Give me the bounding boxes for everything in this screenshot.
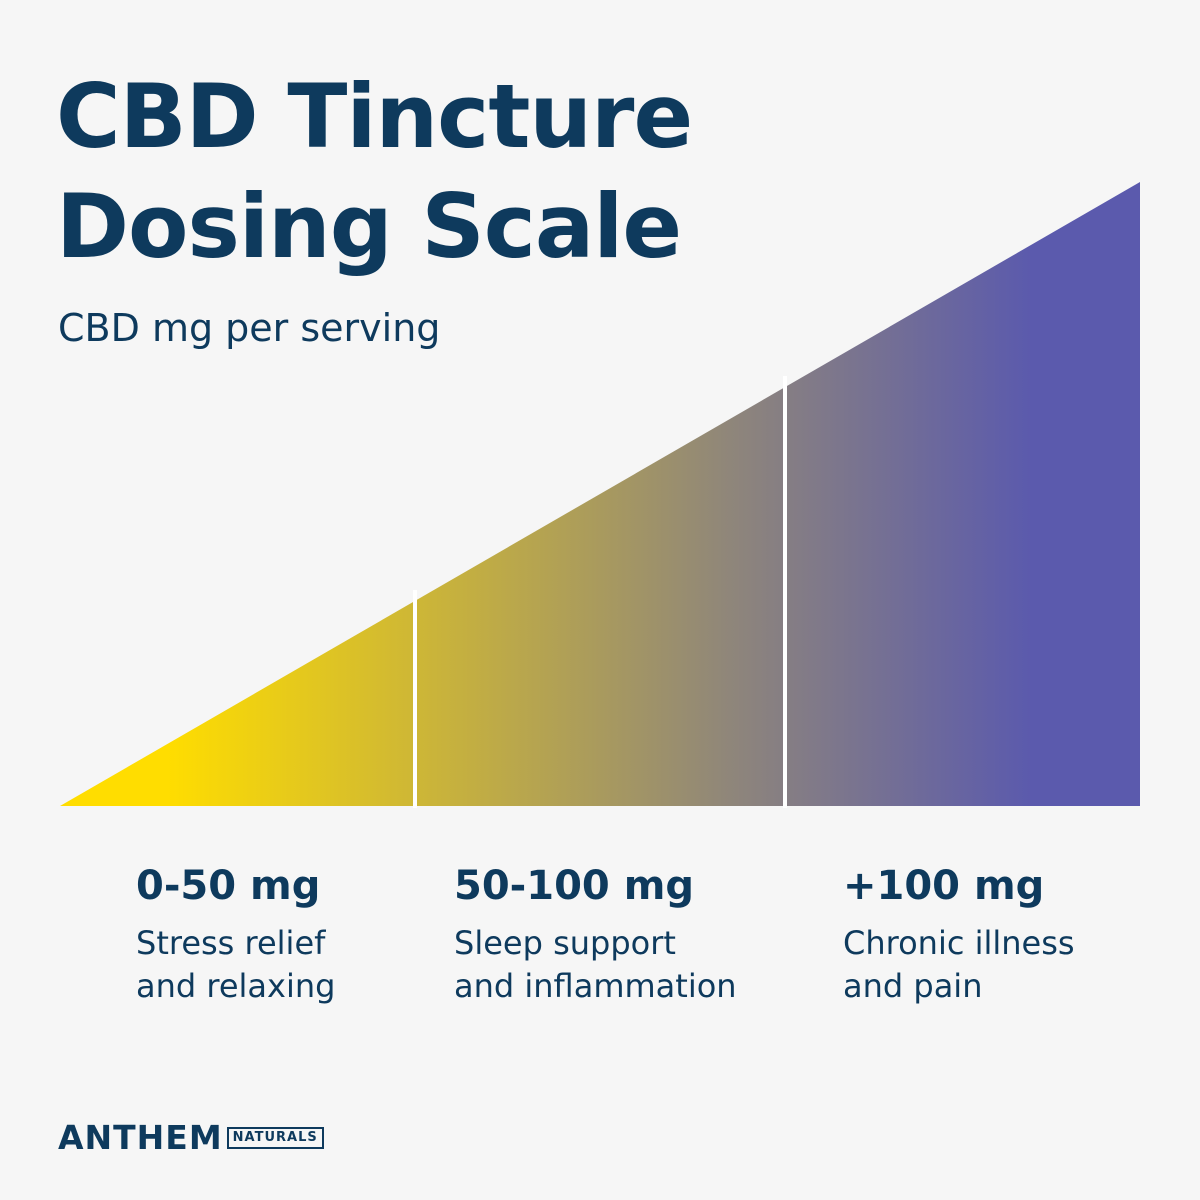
tier-high: +100 mg Chronic illness and pain <box>843 860 1075 1008</box>
logo-wordmark: ANTHEM <box>58 1118 223 1157</box>
logo-subtext: NATURALS <box>226 1127 324 1149</box>
tier-desc-line: and inflammation <box>454 967 737 1005</box>
page-title: CBD Tincture Dosing Scale <box>56 62 693 282</box>
tier-desc-line: and relaxing <box>136 967 336 1005</box>
tier-desc-line: Chronic illness <box>843 924 1075 962</box>
tier-medium: 50-100 mg Sleep support and inflammation <box>454 860 737 1008</box>
tier-description: Stress relief and relaxing <box>136 922 335 1008</box>
tier-description: Sleep support and inflammation <box>454 922 737 1008</box>
tier-low: 0-50 mg Stress relief and relaxing <box>136 860 335 1008</box>
tier-range-label: 0-50 mg <box>136 863 321 909</box>
tier-range-label: 50-100 mg <box>454 863 694 909</box>
title-line-2: Dosing Scale <box>56 175 682 278</box>
tier-desc-line: Stress relief <box>136 924 326 962</box>
tier-description: Chronic illness and pain <box>843 922 1075 1008</box>
subtitle: CBD mg per serving <box>58 306 441 350</box>
ramp-triangle <box>60 182 1140 806</box>
tier-desc-line: and pain <box>843 967 983 1005</box>
tier-desc-line: Sleep support <box>454 924 676 962</box>
tier-range-label: +100 mg <box>843 863 1045 909</box>
title-line-1: CBD Tincture <box>56 65 693 168</box>
brand-logo: ANTHEM NATURALS <box>58 1118 324 1158</box>
